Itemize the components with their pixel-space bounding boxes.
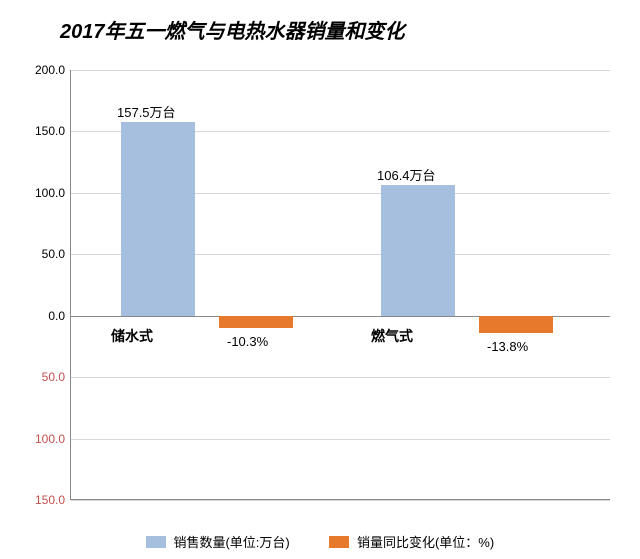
bar-sales xyxy=(121,122,195,315)
gridline xyxy=(71,500,610,501)
bar-change xyxy=(479,316,553,333)
legend-label: 销售数量(单位:万台) xyxy=(173,535,289,550)
y-tick-label-secondary: 100.0 xyxy=(35,432,65,446)
chart-title: 2017年五一燃气与电热水器销量和变化 xyxy=(60,15,405,44)
gridline xyxy=(71,439,610,440)
data-label: 157.5万台 xyxy=(117,102,176,121)
y-tick-label-primary: 150.0 xyxy=(35,124,65,138)
legend-label: 销量同比变化(单位：%) xyxy=(357,535,494,550)
legend-swatch xyxy=(329,536,349,548)
y-tick-label-primary: 0.0 xyxy=(48,309,65,323)
data-label: -13.8% xyxy=(487,339,528,354)
legend-swatch xyxy=(146,536,166,548)
y-tick-label-secondary: 150.0 xyxy=(35,493,65,507)
gridline xyxy=(71,377,610,378)
bar-change xyxy=(219,316,293,329)
y-tick-label-secondary: 50.0 xyxy=(42,370,65,384)
data-label: -10.3% xyxy=(227,334,268,349)
plot-area: 0.050.0100.0150.0200.050.0100.0150.0157.… xyxy=(70,70,610,500)
category-label: 燃气式 xyxy=(371,326,413,346)
category-label: 储水式 xyxy=(111,326,153,346)
chart-container: 2017年五一燃气与电热水器销量和变化 0.050.0100.0150.0200… xyxy=(0,0,640,559)
y-tick-label-primary: 50.0 xyxy=(42,247,65,261)
legend-item-series1: 销售数量(单位:万台) xyxy=(146,532,290,551)
data-label: 106.4万台 xyxy=(377,165,436,184)
bar-sales xyxy=(381,185,455,316)
gridline xyxy=(71,70,610,71)
legend: 销售数量(单位:万台) 销量同比变化(单位：%) xyxy=(0,532,640,551)
y-tick-label-primary: 200.0 xyxy=(35,63,65,77)
legend-item-series2: 销量同比变化(单位：%) xyxy=(329,532,494,551)
y-tick-label-primary: 100.0 xyxy=(35,186,65,200)
